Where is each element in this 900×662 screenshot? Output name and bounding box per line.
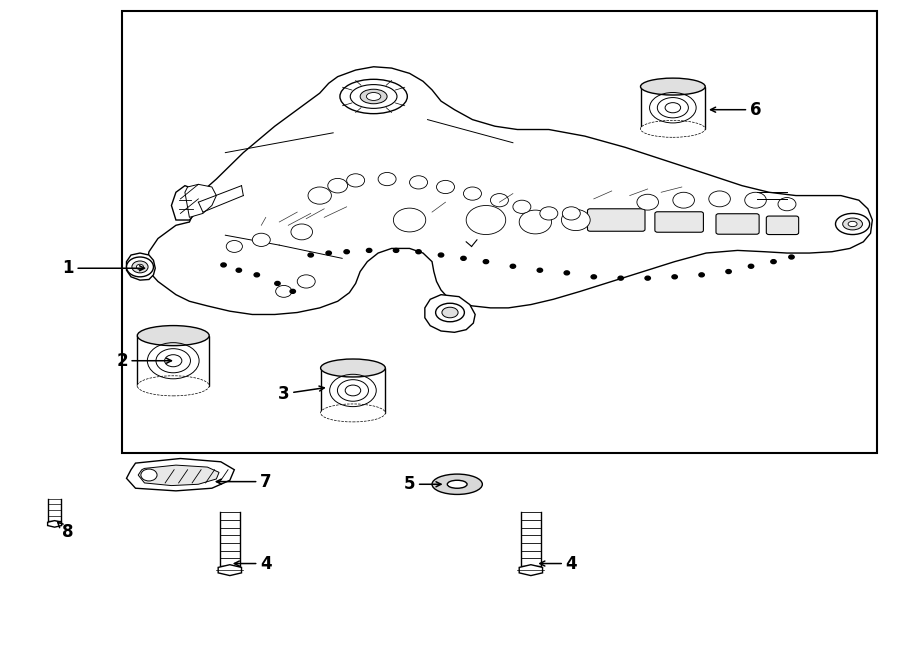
Ellipse shape (842, 218, 862, 230)
Circle shape (141, 469, 158, 481)
Text: 6: 6 (711, 101, 761, 118)
Circle shape (416, 250, 421, 254)
Circle shape (438, 253, 444, 257)
Ellipse shape (138, 326, 209, 346)
Polygon shape (519, 565, 543, 575)
FancyBboxPatch shape (655, 212, 704, 232)
Text: 4: 4 (234, 555, 272, 573)
Circle shape (466, 205, 506, 234)
Circle shape (645, 276, 651, 280)
Ellipse shape (360, 89, 387, 104)
Circle shape (618, 276, 624, 280)
Circle shape (308, 253, 313, 257)
Ellipse shape (320, 404, 385, 422)
Ellipse shape (127, 257, 154, 277)
Circle shape (672, 275, 678, 279)
Circle shape (564, 271, 570, 275)
Text: 1: 1 (62, 260, 145, 277)
Ellipse shape (137, 264, 144, 269)
Polygon shape (127, 459, 234, 491)
Bar (320, 368, 385, 413)
Circle shape (274, 281, 280, 285)
Ellipse shape (132, 261, 148, 273)
Circle shape (540, 207, 558, 220)
Text: 5: 5 (404, 475, 441, 493)
Circle shape (744, 192, 766, 208)
Polygon shape (148, 67, 872, 314)
Ellipse shape (366, 93, 381, 101)
Polygon shape (218, 565, 241, 575)
FancyBboxPatch shape (588, 209, 645, 231)
Ellipse shape (320, 359, 385, 377)
Circle shape (637, 194, 659, 210)
Circle shape (562, 209, 590, 230)
Circle shape (393, 248, 399, 252)
Circle shape (537, 268, 543, 272)
Circle shape (461, 256, 466, 260)
Circle shape (291, 224, 312, 240)
Text: 3: 3 (278, 385, 324, 402)
Circle shape (275, 285, 292, 297)
Ellipse shape (447, 480, 467, 489)
Text: 4: 4 (540, 555, 577, 573)
Circle shape (726, 269, 732, 273)
FancyBboxPatch shape (716, 214, 759, 234)
Polygon shape (425, 295, 475, 332)
Circle shape (513, 200, 531, 213)
Circle shape (290, 289, 295, 293)
Polygon shape (139, 465, 219, 486)
Circle shape (236, 268, 241, 272)
Circle shape (748, 264, 753, 268)
Circle shape (366, 248, 372, 252)
Circle shape (346, 173, 364, 187)
Ellipse shape (138, 376, 209, 396)
Circle shape (770, 260, 776, 263)
Bar (641, 87, 706, 129)
Polygon shape (171, 185, 198, 220)
Bar (122, 11, 877, 453)
Circle shape (436, 180, 454, 193)
Circle shape (788, 255, 794, 259)
Circle shape (778, 197, 796, 211)
Ellipse shape (641, 120, 706, 137)
Polygon shape (48, 520, 61, 527)
Ellipse shape (436, 303, 464, 322)
Circle shape (226, 240, 242, 252)
Circle shape (464, 187, 482, 200)
Ellipse shape (641, 78, 706, 95)
Circle shape (344, 250, 349, 254)
Polygon shape (184, 184, 216, 217)
Circle shape (254, 273, 259, 277)
Circle shape (699, 273, 705, 277)
Circle shape (220, 263, 226, 267)
Circle shape (483, 260, 489, 263)
Circle shape (491, 193, 508, 207)
Text: 2: 2 (116, 352, 171, 370)
Circle shape (326, 251, 331, 255)
Circle shape (673, 192, 695, 208)
Circle shape (378, 173, 396, 185)
Circle shape (393, 208, 426, 232)
Bar (138, 336, 209, 386)
Ellipse shape (442, 307, 458, 318)
Circle shape (709, 191, 731, 207)
Circle shape (510, 264, 516, 268)
Circle shape (252, 233, 270, 246)
Circle shape (410, 175, 427, 189)
Text: 8: 8 (58, 522, 74, 542)
Polygon shape (127, 253, 156, 280)
Ellipse shape (340, 79, 408, 114)
FancyBboxPatch shape (766, 216, 798, 234)
Circle shape (328, 178, 347, 193)
Ellipse shape (350, 85, 397, 109)
Ellipse shape (432, 474, 482, 495)
Circle shape (562, 207, 580, 220)
Text: 7: 7 (216, 473, 272, 491)
Circle shape (297, 275, 315, 288)
Circle shape (308, 187, 331, 204)
Circle shape (591, 275, 597, 279)
Ellipse shape (835, 213, 869, 234)
Ellipse shape (848, 221, 857, 226)
Circle shape (519, 210, 552, 234)
